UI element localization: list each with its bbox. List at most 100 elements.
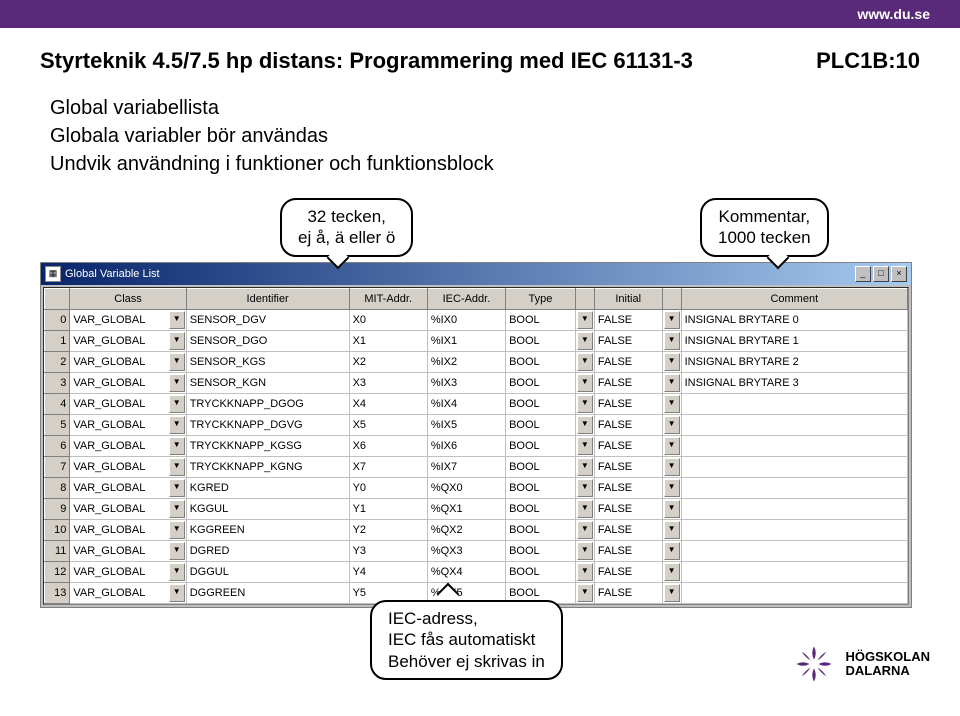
row-number[interactable]: 0 (45, 310, 70, 331)
cell-initial[interactable]: FALSE (594, 478, 662, 499)
cell-class[interactable]: VAR_GLOBAL▼ (70, 499, 186, 520)
dropdown-arrow-icon[interactable]: ▼ (169, 542, 185, 560)
cell-mit-addr[interactable]: Y4 (349, 562, 427, 583)
table-row[interactable]: 8VAR_GLOBAL▼KGREDY0%QX0BOOL▼FALSE▼ (45, 478, 908, 499)
dropdown-arrow-icon[interactable]: ▼ (577, 521, 593, 539)
dropdown-arrow-icon[interactable]: ▼ (577, 416, 593, 434)
cell-iec-addr[interactable]: %IX2 (427, 352, 505, 373)
cell-initial-dd[interactable]: ▼ (662, 457, 681, 478)
dropdown-arrow-icon[interactable]: ▼ (664, 542, 680, 560)
dropdown-arrow-icon[interactable]: ▼ (169, 353, 185, 371)
cell-initial-dd[interactable]: ▼ (662, 352, 681, 373)
cell-type[interactable]: BOOL (506, 562, 576, 583)
col-header[interactable]: Comment (681, 289, 907, 310)
cell-class[interactable]: VAR_GLOBAL▼ (70, 373, 186, 394)
cell-mit-addr[interactable]: Y3 (349, 541, 427, 562)
cell-initial-dd[interactable]: ▼ (662, 394, 681, 415)
cell-mit-addr[interactable]: Y0 (349, 478, 427, 499)
cell-comment[interactable] (681, 499, 907, 520)
cell-type[interactable]: BOOL (506, 478, 576, 499)
dropdown-arrow-icon[interactable]: ▼ (577, 353, 593, 371)
dropdown-arrow-icon[interactable]: ▼ (664, 437, 680, 455)
cell-initial-dd[interactable]: ▼ (662, 562, 681, 583)
cell-class[interactable]: VAR_GLOBAL▼ (70, 562, 186, 583)
cell-class[interactable]: VAR_GLOBAL▼ (70, 436, 186, 457)
cell-class[interactable]: VAR_GLOBAL▼ (70, 457, 186, 478)
cell-comment[interactable]: INSIGNAL BRYTARE 2 (681, 352, 907, 373)
cell-initial-dd[interactable]: ▼ (662, 415, 681, 436)
cell-type[interactable]: BOOL (506, 457, 576, 478)
cell-comment[interactable]: INSIGNAL BRYTARE 3 (681, 373, 907, 394)
cell-iec-addr[interactable]: %QX1 (427, 499, 505, 520)
dropdown-arrow-icon[interactable]: ▼ (169, 584, 185, 602)
cell-class[interactable]: VAR_GLOBAL▼ (70, 310, 186, 331)
cell-iec-addr[interactable]: %IX5 (427, 415, 505, 436)
row-number[interactable]: 5 (45, 415, 70, 436)
dropdown-arrow-icon[interactable]: ▼ (577, 479, 593, 497)
cell-mit-addr[interactable]: X0 (349, 310, 427, 331)
table-row[interactable]: 7VAR_GLOBAL▼TRYCKKNAPP_KGNGX7%IX7BOOL▼FA… (45, 457, 908, 478)
cell-type-dd[interactable]: ▼ (575, 562, 594, 583)
cell-initial[interactable]: FALSE (594, 415, 662, 436)
cell-identifier[interactable]: SENSOR_KGS (186, 352, 349, 373)
cell-identifier[interactable]: DGGUL (186, 562, 349, 583)
dropdown-arrow-icon[interactable]: ▼ (169, 479, 185, 497)
row-number[interactable]: 11 (45, 541, 70, 562)
table-row[interactable]: 6VAR_GLOBAL▼TRYCKKNAPP_KGSGX6%IX6BOOL▼FA… (45, 436, 908, 457)
cell-identifier[interactable]: TRYCKKNAPP_DGVG (186, 415, 349, 436)
cell-initial-dd[interactable]: ▼ (662, 541, 681, 562)
table-row[interactable]: 9VAR_GLOBAL▼KGGULY1%QX1BOOL▼FALSE▼ (45, 499, 908, 520)
row-header-corner[interactable] (45, 289, 70, 310)
cell-comment[interactable] (681, 436, 907, 457)
table-row[interactable]: 2VAR_GLOBAL▼SENSOR_KGSX2%IX2BOOL▼FALSE▼I… (45, 352, 908, 373)
dropdown-arrow-icon[interactable]: ▼ (664, 416, 680, 434)
cell-initial[interactable]: FALSE (594, 562, 662, 583)
cell-comment[interactable] (681, 583, 907, 604)
cell-initial[interactable]: FALSE (594, 394, 662, 415)
dropdown-arrow-icon[interactable]: ▼ (664, 311, 680, 329)
variable-grid[interactable]: ClassIdentifierMIT-Addr.IEC-Addr.TypeIni… (44, 288, 908, 604)
cell-initial[interactable]: FALSE (594, 499, 662, 520)
row-number[interactable]: 2 (45, 352, 70, 373)
dropdown-arrow-icon[interactable]: ▼ (664, 584, 680, 602)
cell-identifier[interactable]: TRYCKKNAPP_DGOG (186, 394, 349, 415)
cell-mit-addr[interactable]: Y2 (349, 520, 427, 541)
cell-comment[interactable] (681, 457, 907, 478)
table-row[interactable]: 10VAR_GLOBAL▼KGGREENY2%QX2BOOL▼FALSE▼ (45, 520, 908, 541)
dropdown-arrow-icon[interactable]: ▼ (169, 374, 185, 392)
maximize-button[interactable]: □ (873, 266, 889, 282)
cell-mit-addr[interactable]: X6 (349, 436, 427, 457)
row-number[interactable]: 10 (45, 520, 70, 541)
dropdown-arrow-icon[interactable]: ▼ (169, 563, 185, 581)
cell-initial[interactable]: FALSE (594, 310, 662, 331)
cell-type[interactable]: BOOL (506, 436, 576, 457)
cell-initial-dd[interactable]: ▼ (662, 331, 681, 352)
cell-iec-addr[interactable]: %IX7 (427, 457, 505, 478)
cell-comment[interactable] (681, 415, 907, 436)
cell-type[interactable]: BOOL (506, 394, 576, 415)
dropdown-arrow-icon[interactable]: ▼ (664, 332, 680, 350)
cell-initial-dd[interactable]: ▼ (662, 373, 681, 394)
row-number[interactable]: 3 (45, 373, 70, 394)
row-number[interactable]: 1 (45, 331, 70, 352)
cell-initial-dd[interactable]: ▼ (662, 583, 681, 604)
col-header[interactable]: MIT-Addr. (349, 289, 427, 310)
cell-type[interactable]: BOOL (506, 499, 576, 520)
table-row[interactable]: 0VAR_GLOBAL▼SENSOR_DGVX0%IX0BOOL▼FALSE▼I… (45, 310, 908, 331)
dropdown-arrow-icon[interactable]: ▼ (169, 311, 185, 329)
cell-class[interactable]: VAR_GLOBAL▼ (70, 394, 186, 415)
dropdown-arrow-icon[interactable]: ▼ (169, 395, 185, 413)
cell-class[interactable]: VAR_GLOBAL▼ (70, 415, 186, 436)
cell-type[interactable]: BOOL (506, 520, 576, 541)
cell-type-dd[interactable]: ▼ (575, 394, 594, 415)
cell-identifier[interactable]: SENSOR_DGV (186, 310, 349, 331)
cell-comment[interactable]: INSIGNAL BRYTARE 0 (681, 310, 907, 331)
cell-initial[interactable]: FALSE (594, 520, 662, 541)
dropdown-arrow-icon[interactable]: ▼ (664, 521, 680, 539)
row-number[interactable]: 4 (45, 394, 70, 415)
cell-mit-addr[interactable]: X7 (349, 457, 427, 478)
col-header[interactable]: Initial (594, 289, 662, 310)
cell-comment[interactable] (681, 541, 907, 562)
col-header[interactable] (662, 289, 681, 310)
cell-initial[interactable]: FALSE (594, 583, 662, 604)
